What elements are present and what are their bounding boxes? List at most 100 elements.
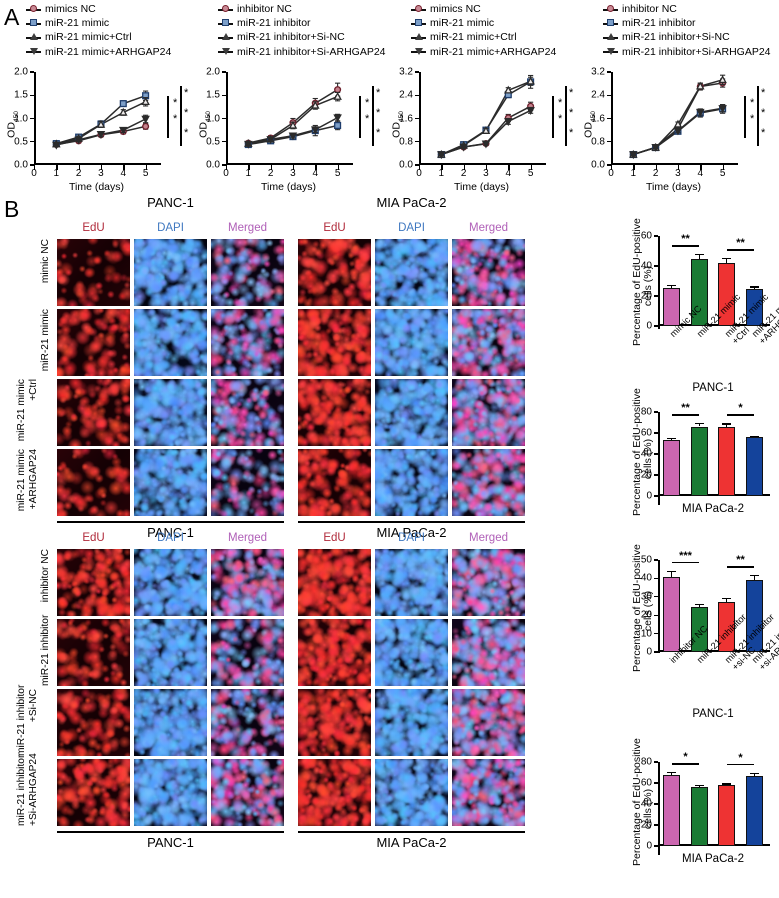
bar-2: [718, 785, 736, 846]
channel-label-merged: Merged: [469, 532, 508, 544]
significance-bar: [671, 414, 700, 416]
y-tick: [653, 453, 658, 455]
y-tick: [653, 614, 658, 616]
row-label: miR-21 mimic +Ctrl: [16, 379, 39, 442]
error-cap: [749, 286, 759, 288]
significance-label: *: [738, 751, 743, 764]
legend-cck8-panc1-inhibitor: inhibitor NC miR-21 inhibitor miR-21 inhib…: [218, 2, 386, 59]
significance-brackets: * * * * *: [163, 86, 189, 148]
micrograph-cell: [211, 759, 284, 826]
x-axis-label: Time (days): [68, 181, 125, 193]
y-tick: [653, 577, 658, 580]
legend-item: miR-21 mimic+ARHGAP24: [411, 45, 556, 59]
y-tick-label: 1.5: [206, 89, 220, 101]
bar-2: [718, 262, 736, 326]
x-axis-label: Time (days): [260, 181, 317, 193]
channel-label-edu: EdU: [82, 222, 105, 234]
legend-cck8-panc1-mimic: mimics NC miR-21 mimic miR-21 mimic+Ctrl mi…: [26, 2, 171, 59]
group-title-miapaca2: MIA PaCa-2: [376, 525, 447, 540]
bar-3: [745, 436, 763, 496]
error-cap: [749, 772, 759, 774]
error-bar: [726, 598, 728, 603]
x-tick-label: 0: [223, 168, 229, 179]
row-label: miR-21 inhibitor: [40, 614, 51, 686]
legend-item: miR-21 mimic: [411, 16, 556, 30]
plot-area-edu-panc1-inhibitor: 0 10 20 30 40 50 *** **: [641, 550, 770, 658]
error-bar: [671, 570, 673, 577]
significance-brackets: * * * * *: [355, 86, 381, 148]
y-tick: [221, 141, 226, 143]
error-cap: [667, 285, 677, 287]
micrograph-cell: [452, 379, 525, 446]
micrograph-cell: [298, 379, 371, 446]
x-tick: [700, 165, 702, 170]
y-tick-label: 0: [646, 646, 652, 658]
y-tick: [414, 71, 419, 73]
x-tick-label: 3: [290, 168, 296, 179]
x-tick: [78, 165, 81, 170]
top-title-panc1: PANC-1: [147, 195, 194, 210]
x-tick: [270, 165, 273, 170]
y-tick-label: 30: [640, 591, 652, 603]
x-tick-label: 2: [652, 168, 659, 179]
micrograph-cell: [134, 449, 207, 516]
micrograph-cell: [452, 759, 525, 826]
significance-bar: [726, 763, 755, 766]
legend-item: miR-21 inhibitor+Si-NC: [218, 30, 386, 44]
x-tick-label: 1: [438, 168, 445, 179]
plot-area-cck8-panc1-inhibitor: 0.0 0.5 1.0 1.5 2.0 0 1 2 3 4 5 * * * * * OD450 Time (day…: [198, 67, 380, 194]
significance-brackets: * * * * *: [548, 86, 574, 148]
error-cap: [694, 423, 704, 425]
micrograph-cell: [57, 549, 130, 616]
y-tick-label: 0: [646, 490, 652, 502]
legend-item: miR-21 inhibitor: [603, 16, 771, 30]
error-bar: [753, 772, 755, 776]
micrograph-cell: [375, 449, 448, 516]
error-bar: [726, 423, 728, 427]
micrograph-cell: [211, 549, 284, 616]
y-tick: [414, 117, 419, 120]
x-axis: [658, 650, 770, 652]
error-cap: [667, 437, 677, 440]
significance-label: **: [681, 233, 690, 245]
y-axis-label: OD450: [5, 111, 21, 138]
micrograph-cell: [452, 549, 525, 616]
chart-title: PANC-1: [692, 708, 734, 720]
y-tick: [414, 164, 419, 166]
x-tick-label: 5: [334, 168, 341, 179]
micrograph-cell: [452, 619, 525, 686]
y-tick-label: 2.4: [591, 89, 605, 101]
x-axis: [658, 494, 770, 496]
legend-label: miR-21 mimic+ARHGAP24: [45, 45, 172, 58]
triangle-up-marker-icon: [411, 31, 426, 43]
x-tick: [463, 165, 466, 170]
x-tick-label: 5: [527, 168, 534, 179]
x-axis: [34, 163, 161, 165]
square-marker-icon: [218, 17, 233, 29]
y-axis-label: Percentage of EdU-positive cells (%): [631, 738, 654, 866]
error-bar: [671, 437, 673, 441]
legend-label: miR-21 mimic+Ctrl: [45, 31, 132, 44]
micrograph-cell: [298, 759, 371, 826]
legend-label: mimics NC: [430, 3, 481, 15]
legend-item: miR-21 inhibitor: [218, 16, 386, 30]
bar-3: [745, 289, 763, 326]
bar-0: [663, 440, 681, 496]
x-tick: [123, 165, 125, 170]
significance-label: *: [683, 750, 688, 763]
y-tick-label: 3.2: [591, 66, 605, 78]
micrograph-cell: [211, 619, 284, 686]
x-tick: [530, 165, 532, 170]
y-tick: [221, 94, 226, 96]
y-tick-label: 1.0: [206, 113, 220, 124]
group-title-panc1: PANC-1: [147, 525, 194, 540]
x-axis-label: Time (days): [453, 181, 510, 193]
error-bar: [726, 258, 728, 263]
y-axis: [658, 412, 660, 505]
micrograph-cell: [452, 309, 525, 376]
y-axis-label: Percentage of EdU-positive cells (%): [631, 388, 654, 516]
circle-marker-icon: [26, 3, 41, 15]
error-cap: [667, 570, 677, 572]
x-tick-label: 4: [697, 168, 704, 179]
y-tick-label: 10: [640, 628, 652, 640]
